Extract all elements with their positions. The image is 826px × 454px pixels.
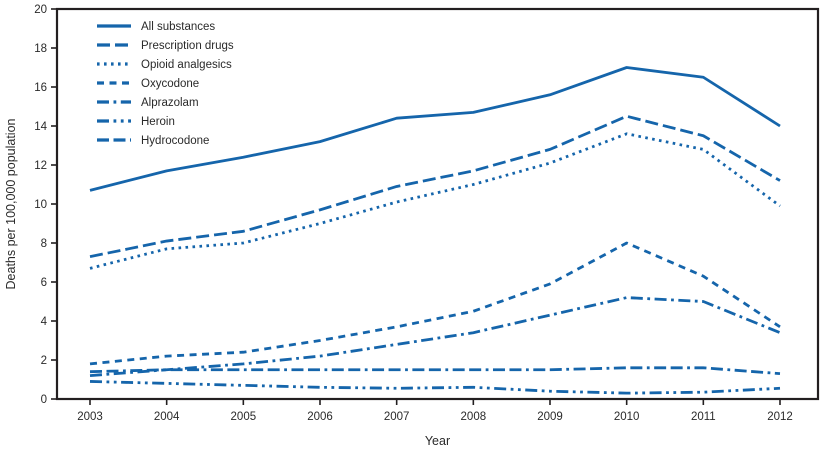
y-tick-label: 20: [34, 4, 47, 16]
x-tick-label: 2005: [231, 411, 257, 423]
y-tick-label: 0: [41, 394, 47, 406]
y-axis-title: Deaths per 100,000 population: [4, 118, 18, 289]
y-axis: 0 2 4 6 8 10 12 14 16 18 20: [34, 4, 57, 406]
x-axis-title: Year: [425, 434, 450, 448]
legend-label: Opioid analgesics: [141, 59, 232, 71]
x-tick-label: 2006: [307, 411, 333, 423]
legend-label: Heroin: [141, 116, 175, 128]
legend-label: Alprazolam: [141, 97, 199, 109]
legend-label: All substances: [141, 21, 215, 33]
series-line-opioid-analgesics: [89, 132, 781, 270]
y-tick-label: 16: [34, 82, 47, 94]
x-tick-label: 2010: [614, 411, 640, 423]
series-line-prescription-drugs: [89, 114, 781, 259]
y-tick-label: 14: [34, 121, 47, 133]
series-line-oxycodone: [89, 241, 781, 366]
y-tick-label: 12: [34, 160, 47, 172]
x-tick-label: 2007: [384, 411, 410, 423]
y-tick-label: 10: [34, 199, 47, 211]
series-line-heroin: [89, 380, 781, 395]
y-tick-label: 8: [41, 238, 47, 250]
series-line-all-substances: [89, 66, 781, 192]
x-axis: 2003 2004 2005 2006 2007 2008 2009 2010 2011 2012: [77, 399, 793, 423]
x-tick-label: 2004: [154, 411, 180, 423]
legend-label: Hydrocodone: [141, 135, 209, 147]
axis-titles: Deaths per 100,000 population Year: [4, 118, 450, 448]
x-tick-label: 2003: [77, 411, 103, 423]
y-tick-label: 6: [41, 277, 47, 289]
y-tick-label: 18: [34, 43, 47, 55]
y-tick-label: 4: [41, 316, 48, 328]
x-tick-label: 2012: [767, 411, 793, 423]
chart-legend: All substances Prescription drugs Opioid a…: [97, 21, 234, 147]
series-line-hydrocodone: [89, 366, 781, 376]
x-tick-label: 2011: [691, 411, 716, 423]
data-series-lines: [89, 66, 781, 395]
series-line-alprazolam: [89, 296, 781, 377]
legend-label: Oxycodone: [141, 78, 199, 90]
x-tick-label: 2008: [461, 411, 487, 423]
x-tick-label: 2009: [537, 411, 563, 423]
y-tick-label: 2: [41, 355, 47, 367]
legend-label: Prescription drugs: [141, 40, 234, 52]
